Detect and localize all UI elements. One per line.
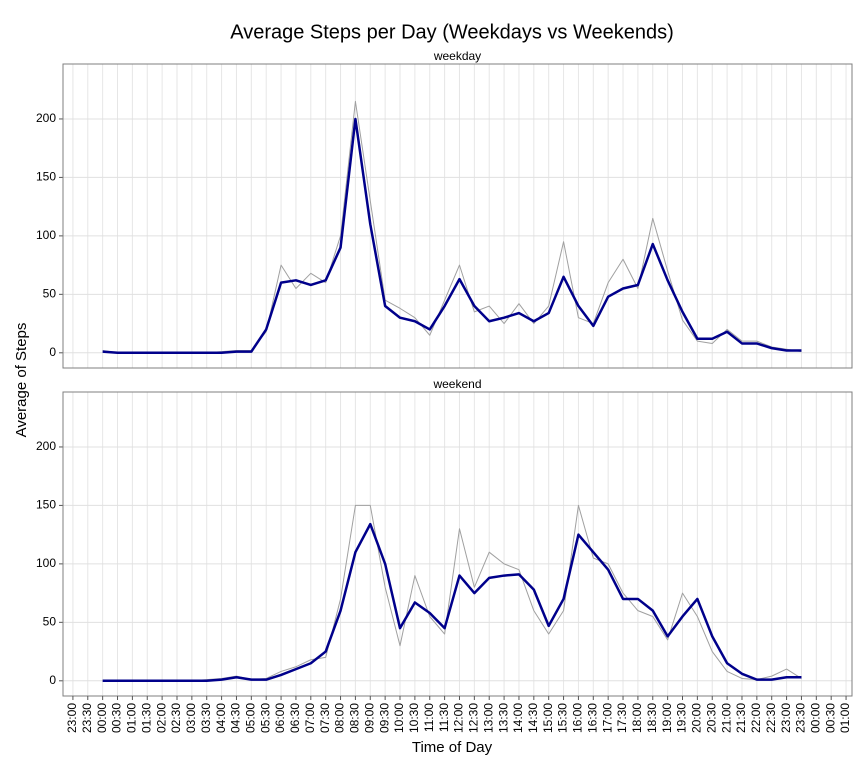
x-tick-label: 00:30 [110,703,124,733]
y-tick-label: 100 [36,556,56,570]
x-tick-label: 16:00 [571,703,585,733]
x-tick-label: 12:00 [452,703,466,733]
x-tick-label: 17:30 [615,703,629,733]
y-tick-label: 150 [36,498,56,512]
x-tick-label: 02:00 [154,703,168,733]
panel-border [62,63,853,369]
x-tick-label: 01:00 [838,703,852,733]
y-tick-label: 100 [36,228,56,242]
x-tick-label: 22:30 [764,703,778,733]
y-tick-label: 200 [36,111,56,125]
x-tick-label: 09:00 [362,703,376,733]
y-tick-label: 50 [43,615,57,629]
x-tick-label: 23:30 [794,703,808,733]
x-tick-label: 10:00 [392,703,406,733]
y-tick-label: 0 [49,673,56,687]
y-tick-label: 50 [43,287,57,301]
strip [63,376,852,392]
x-tick-label: 18:30 [645,703,659,733]
x-tick-label: 19:00 [660,703,674,733]
x-tick-label: 11:00 [422,703,436,732]
x-tick-label: 10:30 [407,703,421,733]
y-tick-label: 150 [36,170,56,184]
x-tick-label: 04:00 [214,703,228,733]
x-tick-label: 06:30 [288,703,302,733]
x-tick-label: 22:00 [749,703,763,733]
x-tick-label: 19:30 [675,703,689,733]
x-tick-label: 11:30 [437,703,451,732]
x-tick-label: 20:00 [690,703,704,733]
x-tick-label: 09:30 [377,703,391,733]
panel-border [62,391,853,697]
x-tick-label: 00:30 [823,703,837,733]
y-tick-label: 0 [49,345,56,359]
x-tick-label: 16:30 [585,703,599,733]
panel-title: weekday [433,49,481,63]
x-tick-label: 01:00 [125,703,139,733]
x-tick-label: 03:30 [199,703,213,733]
x-tick-label: 08:30 [348,703,362,733]
x-tick-label: 00:00 [808,703,822,733]
x-tick-label: 23:00 [779,703,793,733]
x-tick-label: 06:00 [273,703,287,733]
x-axis-label: Time of Day [412,739,493,756]
x-tick-label: 17:00 [600,703,614,733]
x-tick-label: 07:30 [318,703,332,733]
x-tick-label: 14:30 [526,703,540,733]
x-tick-label: 00:00 [95,703,109,733]
x-tick-label: 01:30 [139,703,153,733]
x-tick-label: 15:30 [556,703,570,733]
x-tick-label: 21:00 [719,703,733,733]
x-tick-label: 15:00 [541,703,555,733]
x-tick-label: 23:00 [65,703,79,733]
panel-title: weekend [432,377,481,391]
x-tick-label: 12:30 [467,703,481,733]
x-tick-label: 14:00 [511,703,525,733]
x-tick-label: 13:00 [481,703,495,733]
chart-title: Average Steps per Day (Weekdays vs Weeke… [230,21,674,43]
y-axis-label: Average of Steps [13,323,30,438]
y-tick-label: 200 [36,439,56,453]
x-tick-label: 03:00 [184,703,198,733]
x-tick-label: 02:30 [169,703,183,733]
series-line [102,522,802,683]
x-tick-label: 18:00 [630,703,644,733]
series-line [102,100,802,354]
x-tick-label: 08:00 [333,703,347,733]
x-tick-label: 05:00 [244,703,258,733]
strip [63,48,852,64]
x-tick-label: 20:30 [704,703,718,733]
x-tick-label: 07:00 [303,703,317,733]
series-line [102,504,802,682]
series-line [102,117,802,355]
x-tick-label: 21:30 [734,703,748,733]
x-tick-label: 23:30 [80,703,94,733]
x-tick-label: 05:30 [258,703,272,733]
x-tick-label: 04:30 [229,703,243,733]
x-tick-label: 13:30 [496,703,510,733]
